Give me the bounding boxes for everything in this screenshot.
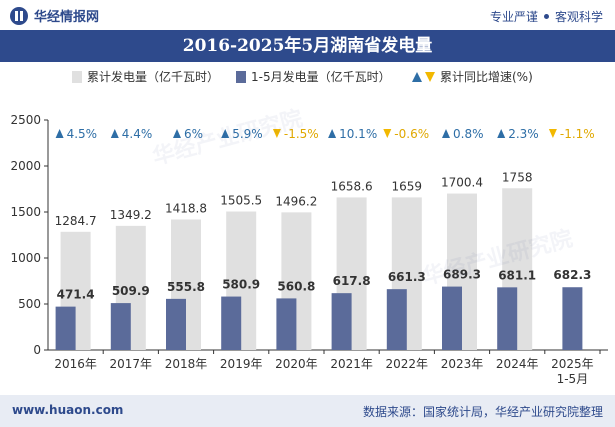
- data-label-jan-may: 509.9: [112, 284, 150, 298]
- x-tick-label: 2025年: [551, 357, 594, 371]
- growth-label: 10.1%: [339, 127, 377, 141]
- growth-down-marker: [383, 129, 392, 138]
- bar-jan-may: [562, 287, 583, 350]
- growth-up-marker: [110, 129, 119, 138]
- bar-jan-may: [110, 303, 131, 350]
- legend-item-cumulative: 累计发电量（亿千瓦时）: [72, 68, 219, 85]
- bar-jan-may: [221, 296, 242, 350]
- data-label-cumulative: 1758: [502, 170, 533, 184]
- y-tick-label: 2000: [10, 159, 41, 173]
- y-tick-label: 0: [33, 343, 41, 357]
- data-label-cumulative: 1659: [392, 179, 423, 193]
- growth-up-marker: [328, 129, 337, 138]
- legend-item-jan-may: 1-5月发电量（亿千瓦时）: [236, 68, 391, 85]
- logo-icon: [10, 6, 28, 25]
- growth-label: 5.9%: [232, 127, 263, 141]
- tagline: 专业严谨 客观科学: [490, 8, 603, 25]
- growth-label: 4.5%: [67, 127, 98, 141]
- bar-jan-may: [331, 293, 352, 350]
- bar-jan-may: [276, 298, 297, 350]
- data-label-cumulative: 1418.8: [165, 201, 207, 215]
- legend-label-cumulative: 累计发电量（亿千瓦时）: [87, 70, 220, 84]
- logo[interactable]: 华经情报网: [10, 6, 99, 25]
- data-source: 数据来源：国家统计局，华经产业研究院整理: [362, 405, 603, 419]
- logo-text: 华经情报网: [34, 10, 100, 25]
- triangle-down-icon: [425, 71, 435, 82]
- legend-swatch-cumulative: [72, 70, 82, 83]
- x-tick-label: 2020年: [275, 357, 318, 371]
- data-label-jan-may: 617.8: [333, 274, 371, 288]
- data-label-cumulative: 1349.2: [110, 208, 152, 222]
- legend-label-growth: 累计同比增速(%): [440, 70, 533, 84]
- data-label-jan-may: 580.9: [222, 278, 260, 292]
- bar-jan-may: [55, 306, 76, 350]
- data-label-cumulative: 1505.5: [220, 193, 262, 207]
- data-label-jan-may: 682.3: [553, 268, 591, 282]
- tagline-1: 专业严谨: [489, 10, 538, 24]
- chart-title: 2016-2025年5月湖南省发电量: [0, 30, 615, 62]
- data-label-cumulative: 1284.7: [55, 214, 97, 228]
- x-tick-label: 2017年: [110, 357, 153, 371]
- growth-label: -1.1%: [560, 127, 595, 141]
- legend-swatch-jan-may: [236, 70, 246, 83]
- y-tick-label: 1000: [10, 251, 41, 265]
- data-label-jan-may: 555.8: [167, 280, 205, 294]
- growth-label: 6%: [184, 127, 203, 141]
- data-label-cumulative: 1700.4: [441, 176, 483, 190]
- growth-up-marker: [442, 129, 450, 138]
- growth-up-marker: [55, 129, 64, 138]
- data-label-jan-may: 681.1: [498, 268, 536, 282]
- x-tick-label: 2021年: [330, 357, 373, 371]
- growth-label: -0.6%: [394, 127, 429, 141]
- legend-label-jan-may: 1-5月发电量（亿千瓦时）: [251, 70, 391, 84]
- x-tick-label: 2023年: [441, 357, 484, 371]
- x-tick-label: 2019年: [220, 357, 263, 371]
- growth-label: 2.3%: [508, 127, 539, 141]
- bar-jan-may: [166, 298, 186, 350]
- legend: 累计发电量（亿千瓦时） 1-5月发电量（亿千瓦时） 累计同比增速(%): [0, 66, 615, 86]
- growth-down-marker: [548, 129, 557, 138]
- growth-down-marker: [272, 129, 281, 138]
- x-tick-label: 1-5月: [557, 372, 589, 386]
- data-label-jan-may: 661.3: [388, 270, 426, 284]
- bar-jan-may: [497, 287, 518, 350]
- chart-area: 0 500 1000 1500 2000 2500 1284.7 471.4 4.5% 2016年…: [10, 113, 608, 386]
- growth-label: -1.5%: [284, 127, 319, 141]
- growth-label: 0.8%: [453, 127, 484, 141]
- y-tick-label: 500: [18, 297, 41, 311]
- x-tick-label: 2024年: [496, 357, 539, 371]
- data-label-cumulative: 1496.2: [275, 194, 317, 208]
- growth-up-marker: [497, 129, 506, 138]
- legend-item-growth: 累计同比增速(%): [412, 68, 533, 85]
- bar-jan-may: [442, 286, 462, 350]
- bar-jan-may: [386, 289, 407, 350]
- x-tick-label: 2022年: [386, 357, 429, 371]
- growth-label: 4.4%: [122, 127, 153, 141]
- data-label-jan-may: 689.3: [443, 268, 481, 282]
- footer: www.huaon.com 数据来源：国家统计局，华经产业研究院整理: [0, 395, 615, 427]
- y-tick-label: 1500: [10, 205, 41, 219]
- dot-icon: [543, 14, 549, 19]
- data-label-jan-may: 560.8: [277, 279, 315, 293]
- growth-up-marker: [173, 129, 181, 138]
- x-tick-label: 2016年: [54, 357, 97, 371]
- top-bar: 华经情报网 专业严谨 客观科学: [0, 0, 615, 30]
- growth-up-marker: [221, 129, 230, 138]
- y-tick-label: 2500: [10, 113, 41, 127]
- data-label-jan-may: 471.4: [57, 288, 95, 302]
- data-label-cumulative: 1658.6: [331, 179, 373, 193]
- x-tick-label: 2018年: [165, 357, 208, 371]
- triangle-up-icon: [412, 71, 422, 82]
- tagline-2: 客观科学: [554, 10, 603, 24]
- website-link[interactable]: www.huaon.com: [12, 403, 124, 417]
